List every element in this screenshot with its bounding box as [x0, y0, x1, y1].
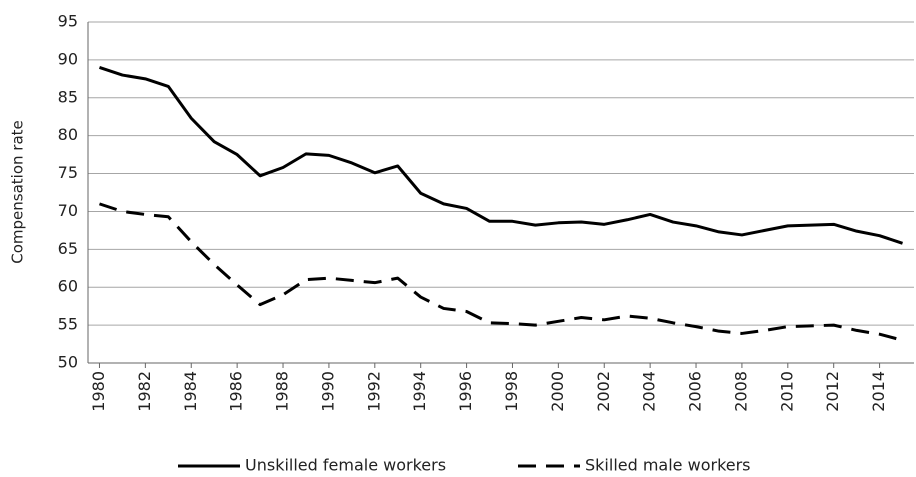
y-tick-label: 50	[58, 353, 78, 372]
series-line	[99, 66, 903, 245]
x-tick-label: 2010	[777, 371, 796, 412]
y-tick-label: 80	[58, 125, 78, 144]
x-tick-label: 1994	[410, 371, 429, 412]
x-tick-label: 2002	[594, 371, 613, 412]
x-tick-label: 1996	[456, 371, 475, 412]
x-tick-label: 2008	[731, 371, 750, 412]
series-line	[99, 202, 903, 342]
x-tick-label: 2006	[686, 371, 705, 412]
x-tick-label: 1990	[318, 371, 337, 412]
legend-label: Skilled male workers	[585, 456, 751, 475]
y-tick-label: 75	[58, 163, 78, 182]
x-tick-label: 1988	[273, 371, 292, 412]
x-tick-label: 2004	[640, 371, 659, 412]
legend-label: Unskilled female workers	[245, 456, 446, 475]
y-tick-label: 65	[58, 239, 78, 258]
x-tick-label: 1982	[135, 371, 154, 412]
x-tick-label: 2012	[823, 371, 842, 412]
x-tick-label: 2000	[548, 371, 567, 412]
x-tick-label: 1984	[181, 371, 200, 412]
y-tick-label: 70	[58, 201, 78, 220]
x-tick-label: 1980	[89, 371, 108, 412]
x-tick-label: 1986	[227, 371, 246, 412]
y-tick-label: 90	[58, 49, 78, 68]
y-tick-label: 55	[58, 315, 78, 334]
y-tick-label: 95	[58, 12, 78, 31]
x-tick-label: 1992	[364, 371, 383, 412]
y-tick-label: 60	[58, 277, 78, 296]
x-tick-label: 2014	[869, 371, 888, 412]
y-tick-label: 85	[58, 87, 78, 106]
y-axis-label: Compensation rate	[9, 120, 27, 264]
x-tick-label: 1998	[502, 371, 521, 412]
